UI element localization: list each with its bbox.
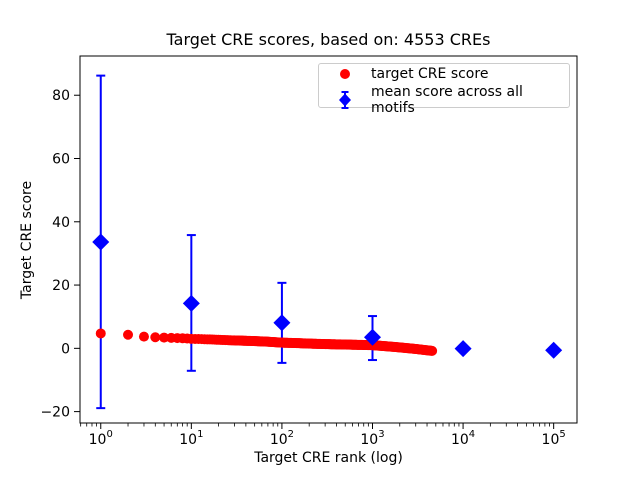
legend-item-mean: mean score across all motifs: [319, 84, 569, 116]
data-point-target: [150, 332, 161, 343]
y-tick-label: −20: [40, 405, 70, 421]
x-tick-label: 105: [542, 429, 566, 448]
data-point-target: [95, 328, 106, 339]
data-point-target: [138, 331, 149, 342]
data-point-target: [123, 329, 134, 340]
x-tick-label: 101: [179, 429, 203, 448]
y-tick-label: 80: [52, 88, 70, 104]
legend: target CRE score mean score across all m…: [318, 63, 570, 116]
y-tick-label: 40: [52, 215, 70, 231]
x-tick-label: 100: [89, 429, 113, 448]
data-point-mean: [363, 328, 381, 346]
x-axis-label: Target CRE rank (log): [254, 450, 403, 466]
x-tick-label: 103: [360, 429, 384, 448]
mean-score-marker-icon: [339, 91, 351, 109]
y-tick-label: 60: [52, 152, 70, 168]
axes-frame: [79, 55, 578, 424]
data-point-mean: [182, 294, 200, 312]
y-tick-label: 0: [61, 341, 70, 357]
target-score-marker-icon: [340, 69, 350, 79]
data-point-target: [427, 345, 438, 356]
x-tick-label: 104: [451, 429, 475, 448]
data-point-target: [159, 332, 170, 343]
data-point-mean: [92, 233, 110, 251]
y-tick-label: 20: [52, 278, 70, 294]
y-axis-label: Target CRE score: [19, 180, 35, 300]
legend-item-target: target CRE score: [319, 64, 569, 84]
legend-label-mean: mean score across all motifs: [371, 84, 523, 116]
chart-title: Target CRE scores, based on: 4553 CREs: [166, 30, 491, 49]
legend-label-target: target CRE score: [371, 66, 489, 82]
data-point-mean: [545, 341, 563, 359]
data-point-mean: [273, 314, 291, 332]
data-point-mean: [454, 340, 472, 358]
x-tick-label: 102: [270, 429, 294, 448]
